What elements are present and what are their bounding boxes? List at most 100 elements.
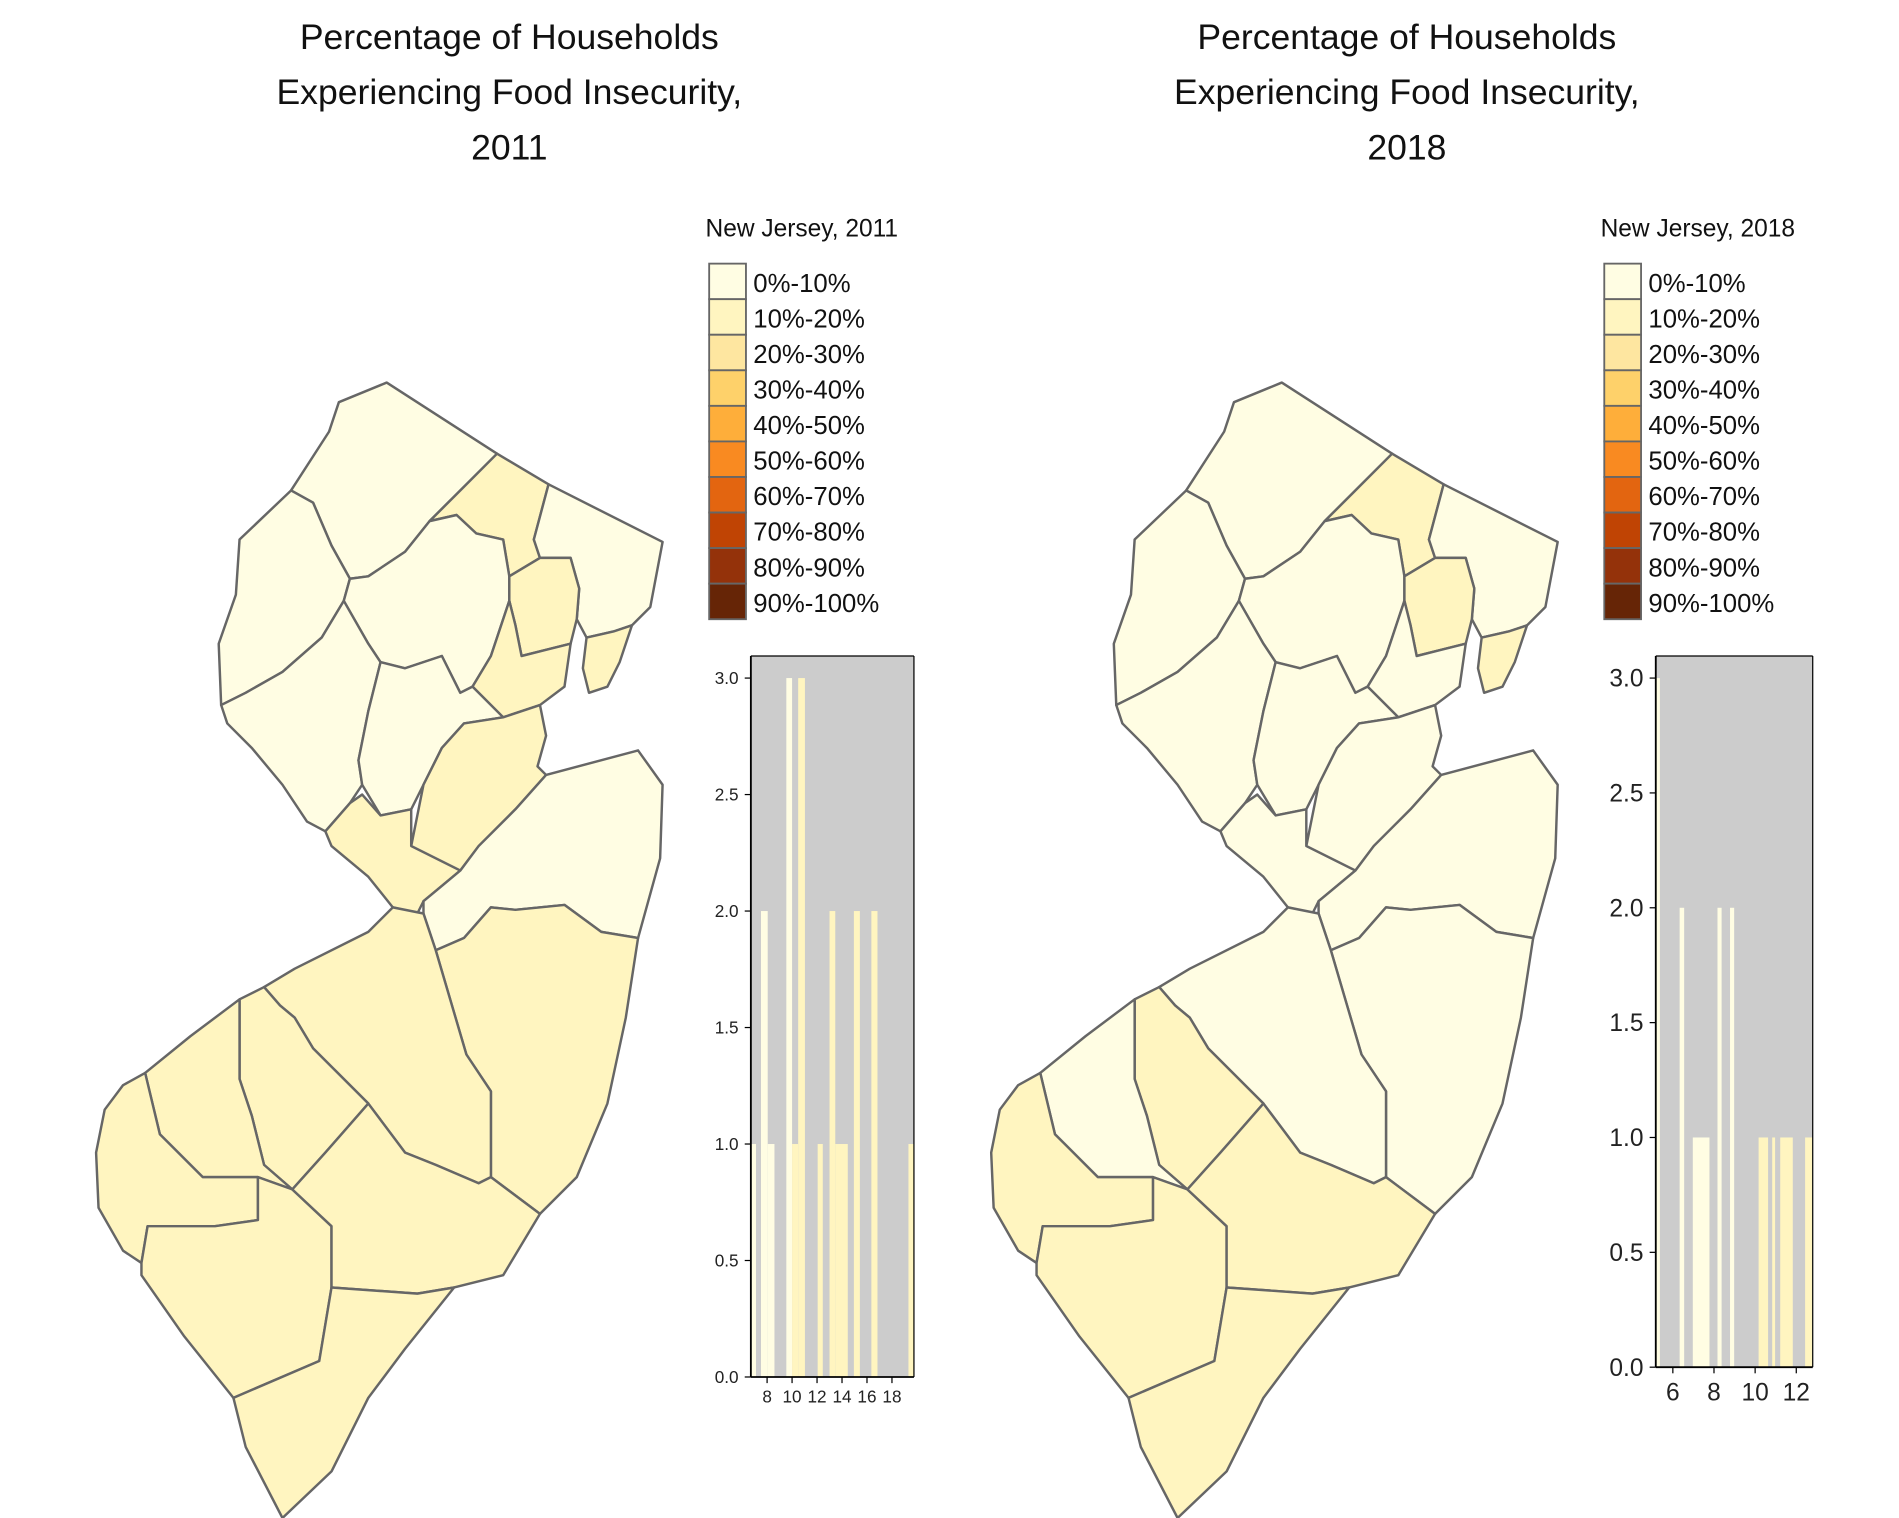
legend-swatch — [708, 440, 747, 478]
histogram-bar — [1679, 907, 1685, 1368]
legend-swatch — [1603, 369, 1642, 407]
y-tick-label: 3.0 — [715, 668, 739, 688]
legend-swatch — [708, 369, 747, 407]
y-tick-label: 2.0 — [1609, 895, 1643, 922]
x-tick-label: 12 — [1783, 1379, 1810, 1406]
y-tick-label: 0.5 — [715, 1251, 739, 1271]
legend-label: 70%-80% — [1648, 519, 1760, 547]
legend-label: 10%-20% — [753, 305, 865, 333]
histogram-bar — [792, 1144, 799, 1377]
y-tick-label: 0.0 — [1609, 1355, 1643, 1382]
x-tick-label: 12 — [807, 1387, 826, 1407]
histogram-bar — [786, 678, 793, 1377]
chart-title-line: 2011 — [471, 127, 547, 167]
legend-swatch — [1603, 298, 1642, 336]
legend-label: 80%-90% — [1648, 554, 1760, 582]
legend-label: 40%-50% — [753, 412, 865, 440]
legend-label: 80%-90% — [753, 554, 865, 582]
legend-swatch — [708, 476, 747, 514]
panel-2018: Percentage of Households Experiencing Foo… — [989, 17, 1814, 1518]
county-capemay — [1127, 1286, 1351, 1518]
y-tick-label: 0.5 — [1609, 1240, 1643, 1267]
legend-swatch — [708, 298, 747, 336]
y-tick-label: 3.0 — [1609, 666, 1643, 693]
x-tick-label: 8 — [1707, 1379, 1721, 1406]
legend-label: 20%-30% — [1648, 341, 1760, 369]
legend-label: 60%-70% — [1648, 483, 1760, 511]
y-tick-label: 2.5 — [715, 785, 739, 805]
histogram-bar — [760, 911, 768, 1377]
county-bergen — [1427, 483, 1559, 639]
county-capemay — [232, 1286, 456, 1518]
histogram-bar — [829, 911, 836, 1377]
histogram-bar — [750, 1144, 756, 1377]
legend-swatch — [1603, 476, 1642, 514]
legend-swatch — [1603, 511, 1642, 550]
legend-label: 30%-40% — [753, 377, 865, 405]
histogram-bar — [1717, 907, 1722, 1368]
legend-label: 50%-60% — [753, 448, 865, 476]
y-tick-label: 1.0 — [715, 1134, 739, 1154]
legend-label: 90%-100% — [1648, 590, 1774, 618]
legend-label: 70%-80% — [753, 519, 865, 547]
legend-swatch — [1603, 262, 1642, 301]
legend-swatch — [708, 404, 747, 443]
legend-label: 40%-50% — [1648, 412, 1760, 440]
legend-label: 30%-40% — [1648, 377, 1760, 405]
x-tick-label: 18 — [882, 1387, 901, 1407]
histogram-bar — [1772, 1137, 1776, 1368]
histogram-bar — [871, 911, 878, 1377]
nj-county-map — [989, 381, 1559, 1518]
x-tick-label: 8 — [762, 1387, 772, 1407]
histogram-bar — [1692, 1137, 1710, 1368]
legend-title: New Jersey, 2011 — [705, 216, 898, 243]
nj-county-map — [94, 381, 664, 1518]
legend-label: 0%-10% — [753, 270, 850, 298]
chart-title-line: Experiencing Food Insecurity, — [276, 72, 742, 112]
legend-label: 0%-10% — [1648, 270, 1745, 298]
chart-title-line: 2018 — [1367, 127, 1446, 167]
histogram-bar — [1655, 678, 1660, 1368]
legend-label: 60%-70% — [753, 483, 865, 511]
histogram-bar — [1805, 1137, 1813, 1368]
legend-title: New Jersey, 2018 — [1601, 216, 1795, 243]
x-tick-label: 14 — [832, 1387, 852, 1407]
legend-label: 90%-100% — [753, 590, 879, 618]
y-tick-label: 1.5 — [1609, 1010, 1643, 1037]
legend-swatch — [708, 262, 747, 301]
y-tick-label: 2.0 — [715, 901, 739, 921]
legend-swatch — [708, 333, 747, 372]
legend-swatch — [1603, 404, 1642, 443]
county-bergen — [532, 483, 664, 639]
y-tick-label: 1.5 — [715, 1018, 739, 1038]
histogram-bar — [908, 1144, 914, 1377]
legend-swatch — [708, 582, 747, 621]
x-tick-label: 16 — [857, 1387, 876, 1407]
histogram-bar — [817, 1144, 823, 1377]
x-tick-label: 10 — [783, 1387, 802, 1407]
chart-title-line: Percentage of Households — [300, 17, 719, 57]
histogram-bar — [767, 1144, 775, 1377]
county-hudson — [581, 624, 634, 695]
histogram-bar — [1758, 1137, 1769, 1368]
histogram-bar — [1730, 907, 1735, 1368]
y-tick-label: 1.0 — [1609, 1125, 1643, 1152]
histogram-bar — [1780, 1137, 1793, 1368]
histogram-bar — [835, 1144, 848, 1377]
chart-title-line: Experiencing Food Insecurity, — [1174, 72, 1640, 112]
legend-swatch — [1603, 440, 1642, 478]
legend-swatch — [1603, 333, 1642, 372]
chart-title-line: Percentage of Households — [1197, 17, 1616, 57]
legend-swatch — [1603, 547, 1642, 585]
legend-label: 10%-20% — [1648, 305, 1760, 333]
panel-2011: Percentage of Households Experiencing Foo… — [94, 17, 915, 1518]
legend-label: 50%-60% — [1648, 448, 1760, 476]
legend-swatch — [1603, 582, 1642, 621]
legend-swatch — [708, 511, 747, 550]
x-tick-label: 10 — [1741, 1379, 1768, 1406]
legend-swatch — [708, 547, 747, 585]
y-tick-label: 0.0 — [715, 1367, 739, 1387]
y-tick-label: 2.5 — [1609, 781, 1643, 808]
x-tick-label: 6 — [1666, 1379, 1680, 1406]
